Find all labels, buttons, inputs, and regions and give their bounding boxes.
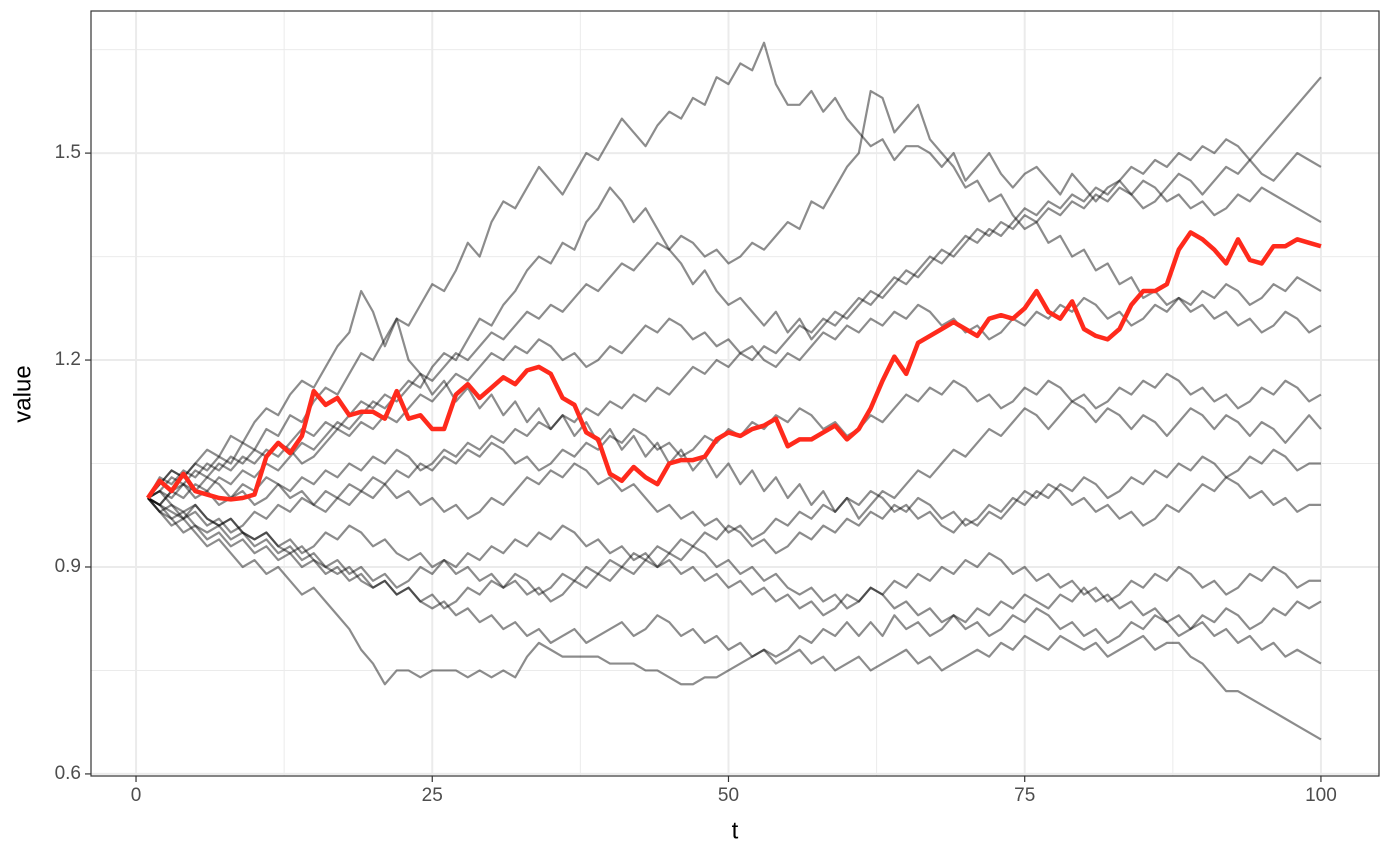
- series-line: [147, 179, 1322, 506]
- series-line: [147, 289, 1322, 520]
- series-line: [147, 89, 1322, 499]
- series-line: [147, 448, 1321, 610]
- x-axis-title: t: [732, 817, 739, 844]
- x-tick-label: 0: [131, 785, 142, 806]
- series-line: [147, 497, 1322, 741]
- series-line: [147, 462, 1321, 541]
- series-line: [146, 230, 1322, 502]
- y-tick-label: 0.9: [55, 556, 81, 577]
- series-line: [147, 490, 1321, 610]
- x-tick-label: 100: [1305, 785, 1337, 806]
- x-tick-label: 25: [422, 785, 443, 806]
- y-tick-label: 0.6: [55, 763, 81, 784]
- series-line: [147, 41, 1322, 499]
- panel-border: [90, 10, 1380, 777]
- series-line: [147, 372, 1322, 513]
- x-tick-label: 50: [718, 785, 739, 806]
- series-line: [147, 497, 1322, 644]
- y-axis-title: value: [9, 365, 36, 422]
- series-line: [146, 276, 1322, 499]
- y-tick-label: 1.2: [55, 349, 81, 370]
- series-line: [147, 497, 1322, 686]
- x-tick-label: 75: [1014, 785, 1035, 806]
- series-line: [147, 76, 1322, 506]
- y-tick-label: 1.5: [55, 142, 81, 163]
